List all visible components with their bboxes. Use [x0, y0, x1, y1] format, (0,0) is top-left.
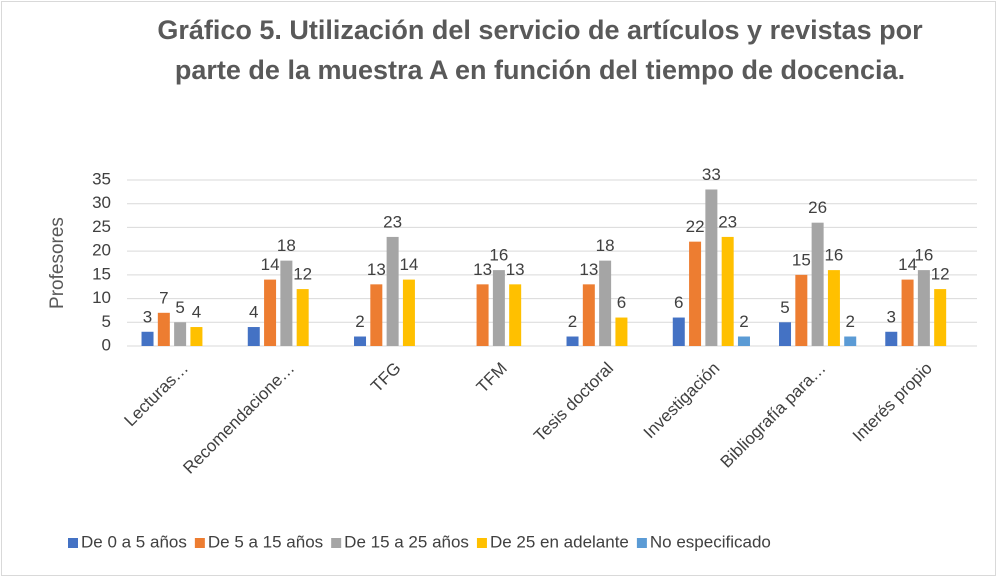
y-tick-label: 10: [92, 288, 111, 307]
legend-label: No especificado: [650, 532, 771, 551]
data-label: 18: [596, 236, 615, 255]
bar: [811, 222, 824, 346]
data-label: 5: [175, 298, 184, 317]
legend-label: De 5 a 15 años: [208, 532, 323, 551]
chart-title: Gráfico 5. Utilización del servicio de a…: [157, 15, 923, 45]
data-label: 18: [277, 236, 296, 255]
legend-swatch: [68, 538, 78, 548]
data-label: 14: [261, 255, 280, 274]
legend-label: De 25 en adelante: [490, 532, 629, 551]
data-label: 16: [824, 246, 843, 265]
data-label: 16: [914, 246, 933, 265]
bar: [566, 336, 579, 346]
data-label: 12: [931, 265, 950, 284]
bar: [264, 279, 277, 346]
data-label: 13: [367, 260, 386, 279]
bar: [370, 284, 383, 346]
bar: [827, 270, 840, 346]
y-tick-label: 0: [102, 335, 111, 354]
data-label: 13: [579, 260, 598, 279]
bar: [599, 260, 612, 346]
bar: [885, 331, 898, 346]
legend-swatch: [636, 538, 647, 548]
data-label: 3: [887, 307, 896, 326]
data-label: 16: [489, 246, 508, 265]
bar: [582, 284, 595, 346]
data-label: 12: [293, 265, 312, 284]
bar: [705, 189, 718, 346]
bar: [354, 336, 367, 346]
bar: [141, 331, 154, 346]
bar: [779, 322, 792, 346]
data-label: 23: [383, 212, 402, 231]
data-label: 4: [249, 303, 258, 322]
y-tick-label: 25: [92, 217, 111, 236]
bar: [280, 260, 293, 346]
data-label: 13: [506, 260, 525, 279]
data-label: 5: [780, 298, 789, 317]
data-label: 2: [845, 312, 854, 331]
bar: [386, 236, 399, 346]
data-label: 13: [473, 260, 492, 279]
data-label: 4: [192, 303, 201, 322]
bar: [615, 317, 628, 346]
bar: [737, 336, 750, 346]
bar: [509, 284, 522, 346]
bar: [689, 241, 702, 346]
bar: [721, 236, 734, 346]
data-label: 23: [718, 212, 737, 231]
data-label: 22: [686, 217, 705, 236]
bar: [844, 336, 857, 346]
data-label: 2: [355, 312, 364, 331]
legend-swatch: [331, 538, 342, 548]
data-label: 6: [674, 293, 683, 312]
y-tick-label: 20: [92, 241, 111, 260]
legend-swatch: [194, 538, 205, 548]
legend-label: De 15 a 25 años: [344, 532, 469, 551]
bar: [795, 274, 808, 346]
y-tick-label: 30: [92, 193, 111, 212]
data-label: 2: [739, 312, 748, 331]
chart-title: parte de la muestra A en función del tie…: [175, 55, 905, 85]
data-label: 33: [702, 165, 721, 184]
y-axis-label: Profesores: [47, 217, 68, 309]
bar: [296, 289, 309, 346]
legend-swatch: [476, 538, 487, 548]
bar: [672, 317, 685, 346]
bar: [476, 284, 489, 346]
y-tick-label: 5: [102, 312, 111, 331]
data-label: 3: [143, 307, 152, 326]
bar: [157, 312, 170, 346]
data-label: 14: [898, 255, 917, 274]
bar: [492, 270, 505, 346]
y-tick-label: 15: [92, 264, 111, 283]
data-label: 6: [617, 293, 626, 312]
bar: [190, 327, 203, 346]
data-label: 14: [399, 255, 418, 274]
bar: [934, 289, 947, 346]
bar: [402, 279, 415, 346]
data-label: 7: [159, 288, 168, 307]
legend-label: De 0 a 5 años: [81, 532, 187, 551]
data-label: 26: [808, 198, 827, 217]
bar: [247, 327, 260, 346]
data-label: 15: [792, 250, 811, 269]
bar: [917, 270, 930, 346]
bar: [901, 279, 914, 346]
y-tick-label: 35: [92, 169, 111, 188]
data-label: 2: [568, 312, 577, 331]
bar: [174, 322, 187, 346]
